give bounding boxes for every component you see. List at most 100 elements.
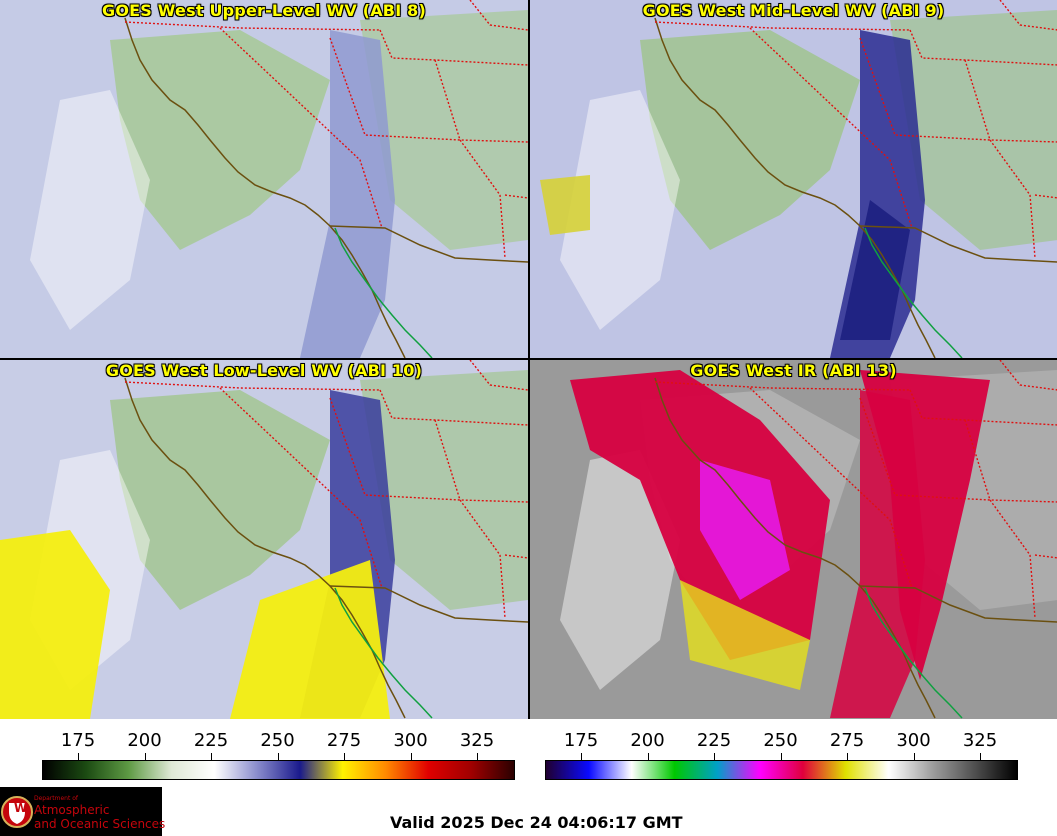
coastline: [334, 227, 433, 358]
state-boundary: [749, 387, 913, 589]
cloud-edge: [680, 580, 810, 690]
coastline: [864, 587, 963, 719]
aos-logo: W Department of Atmospheric and Oceanic …: [0, 787, 166, 836]
mid-level-wv-title: GOES West Mid-Level WV (ABI 9): [642, 1, 945, 20]
state-boundary: [909, 389, 1057, 426]
cloud-region: [560, 450, 680, 690]
cloud-region: [890, 10, 1057, 250]
state-boundary: [989, 499, 1036, 619]
panel-divider-horizontal: [0, 358, 1057, 360]
mid-level-wv-panel: GOES West Mid-Level WV (ABI 9): [530, 0, 1057, 358]
scale-tick-mark: [344, 753, 345, 761]
coastline: [654, 17, 936, 358]
coastline: [654, 377, 936, 719]
state-boundary: [379, 29, 528, 66]
scale-tick-mark: [144, 753, 146, 761]
state-boundary: [329, 397, 528, 503]
scale-tick-label: 250: [260, 730, 295, 751]
scale-tick-label: 200: [630, 730, 665, 751]
color-scale-bar: [42, 760, 515, 780]
state-boundary: [459, 499, 506, 619]
cold-cloud-tops: [860, 370, 990, 680]
cloud-region: [110, 30, 330, 250]
upper-level-wv-title: GOES West Upper-Level WV (ABI 8): [102, 1, 426, 20]
state-boundary: [124, 381, 381, 391]
coastline: [334, 587, 433, 719]
state-boundary: [434, 419, 461, 501]
scale-tick-mark: [780, 753, 782, 761]
scale-tick-label: 325: [459, 730, 495, 751]
scale-tick-label: 200: [127, 730, 162, 751]
coastline: [864, 227, 963, 358]
cloud-region: [360, 370, 528, 610]
state-boundary: [379, 389, 528, 426]
state-boundary: [219, 27, 383, 229]
cloud-region: [560, 90, 680, 330]
upper-level-wv-image: [0, 0, 528, 358]
low-level-wv-title: GOES West Low-Level WV (ABI 10): [105, 361, 423, 380]
scale-tick-label: 275: [326, 730, 362, 751]
scale-tick-label: 325: [962, 730, 998, 751]
scale-tick-mark: [410, 753, 412, 761]
logo-line2-text: and Oceanic Sciences: [34, 817, 166, 831]
state-boundary: [654, 21, 911, 31]
scale-tick-mark: [647, 753, 649, 761]
cloud-region: [360, 10, 528, 250]
state-boundary: [124, 21, 381, 31]
national-border: [859, 225, 1057, 263]
state-boundary: [859, 397, 1057, 503]
state-boundary: [434, 59, 461, 141]
scale-tick-mark: [277, 753, 279, 761]
mid-level-wv-image: [530, 0, 1057, 358]
state-boundary: [964, 59, 991, 141]
state-boundary: [909, 29, 1057, 66]
scale-tick-label: 225: [193, 730, 229, 751]
uw-seal-letter: W: [14, 801, 28, 815]
scale-tick-mark: [980, 753, 981, 761]
scale-tick-mark: [847, 753, 848, 761]
uw-seal-icon: [1, 796, 33, 828]
scale-tick-label: 175: [563, 730, 599, 751]
state-boundary: [469, 360, 528, 391]
low-level-wv-panel: GOES West Low-Level WV (ABI 10): [0, 360, 528, 719]
ir-title: GOES West IR (ABI 13): [690, 361, 897, 380]
dry-slot: [0, 530, 110, 719]
low-level-wv-image: [0, 360, 528, 719]
scale-tick-label: 300: [393, 730, 428, 751]
state-boundary: [964, 419, 991, 501]
state-boundary: [219, 387, 383, 589]
scale-tick-mark: [477, 753, 478, 761]
scale-tick-label: 300: [896, 730, 931, 751]
dry-slot: [540, 175, 590, 235]
coastline: [124, 377, 406, 719]
state-boundary: [459, 139, 506, 259]
cloud-region: [640, 30, 860, 250]
moisture-band: [300, 30, 395, 358]
dry-slot: [230, 560, 390, 719]
logo-dept-text: Department of: [34, 795, 78, 802]
scale-tick-mark: [913, 753, 915, 761]
state-boundary: [989, 139, 1036, 259]
cloud-region: [30, 90, 150, 330]
logo-line1-text: Atmospheric: [34, 803, 110, 817]
scale-tick-label: 275: [829, 730, 865, 751]
scale-tick-mark: [581, 753, 582, 761]
cold-cloud-tops: [700, 460, 790, 600]
scale-tick-label: 250: [763, 730, 798, 751]
national-border: [329, 225, 528, 263]
scale-tick-label: 225: [696, 730, 732, 751]
national-border: [329, 585, 528, 623]
state-boundary: [654, 381, 911, 391]
national-border: [859, 585, 1057, 623]
state-boundary: [999, 360, 1057, 391]
scale-tick-mark: [211, 753, 212, 761]
scale-tick-mark: [714, 753, 715, 761]
state-boundary: [329, 37, 528, 143]
ir-panel: GOES West IR (ABI 13): [530, 360, 1057, 719]
scale-tick-label: 175: [60, 730, 96, 751]
ir-image: [530, 360, 1057, 719]
upper-level-wv-panel: GOES West Upper-Level WV (ABI 8): [0, 0, 528, 358]
color-scale-bar: [545, 760, 1018, 780]
moisture-band: [840, 200, 910, 340]
state-boundary: [749, 27, 913, 229]
